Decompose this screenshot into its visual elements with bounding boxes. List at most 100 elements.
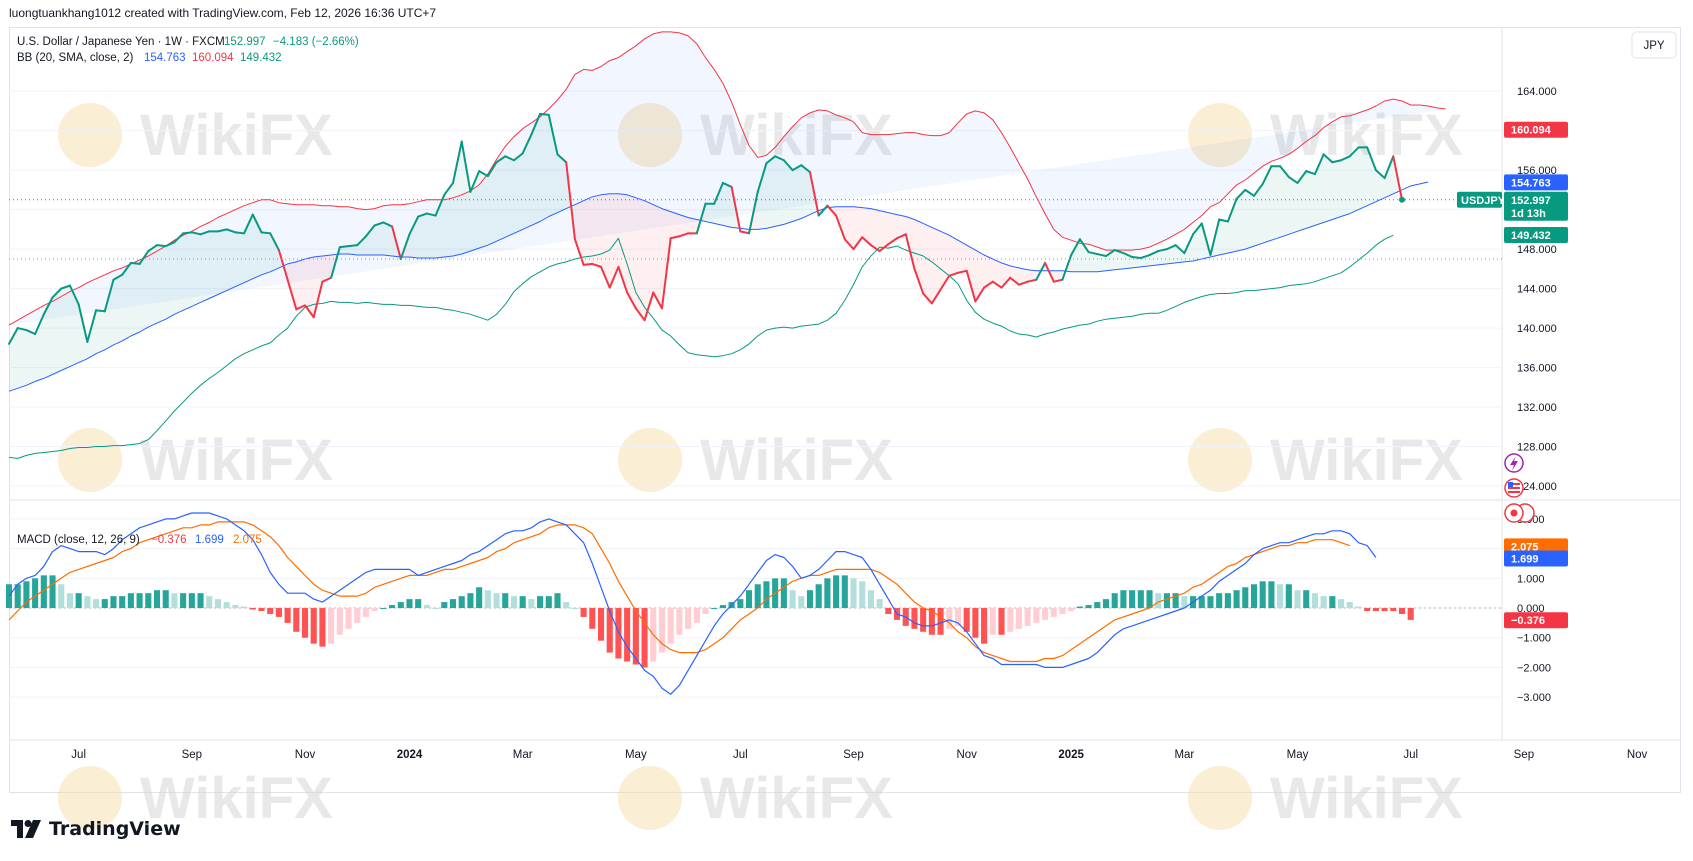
macd-histogram-bar: [606, 608, 613, 653]
price-line-segment: [1052, 278, 1064, 283]
macd-histogram-bar: [1007, 608, 1014, 632]
time-axis-tick: May: [625, 749, 647, 761]
macd-histogram-bar: [1329, 596, 1336, 609]
price-line-segment: [817, 204, 829, 217]
macd-histogram-bar: [780, 578, 787, 609]
price-basis-fill: [1010, 265, 1019, 285]
price-line-segment: [1348, 146, 1360, 158]
price-line-segment: [373, 221, 385, 227]
price-line-segment: [1322, 153, 1334, 164]
currency-button[interactable]: [1631, 31, 1677, 59]
price-basis-fill: [487, 162, 497, 246]
macd-histogram-bar: [850, 578, 857, 609]
price-line-segment: [86, 309, 98, 343]
bb-upper-line: [8, 31, 1446, 326]
price-line-segment: [512, 152, 524, 162]
macd-histogram-bar: [1242, 587, 1249, 609]
macd-histogram-bar: [275, 608, 282, 617]
macd-histogram-bar: [658, 608, 666, 653]
time-axis-tick: 2025: [1058, 749, 1084, 761]
macd-signal-tag: [1504, 538, 1568, 555]
macd-histogram-bar: [328, 608, 335, 644]
price-basis-fill: [209, 231, 218, 299]
macd-histogram-bar: [1355, 606, 1362, 609]
price-line-segment: [382, 221, 394, 228]
price-line-segment: [808, 171, 820, 217]
macd-histogram-bar: [319, 608, 326, 647]
macd-histogram-bar: [476, 587, 483, 609]
macd-histogram-bar: [101, 599, 108, 609]
price-basis-fill: [200, 231, 210, 303]
macd-histogram-bar: [415, 599, 422, 609]
price-basis-fill: [1367, 147, 1376, 206]
price-basis-fill: [130, 262, 140, 336]
price-line-segment: [504, 155, 515, 162]
price-line-segment: [643, 291, 655, 322]
price-line-segment: [626, 291, 637, 310]
macd-histogram-bar: [380, 608, 387, 610]
price-axis-tick: 124.000: [1517, 481, 1557, 493]
price-line-segment: [556, 153, 568, 164]
price-basis-fill: [244, 214, 253, 283]
chart-frame: [9, 27, 1681, 793]
bb-lower-tag-text: 149.432: [1511, 230, 1551, 242]
price-line-segment: [417, 212, 428, 218]
price-line-segment: [634, 307, 646, 322]
macd-histogram-bar: [197, 593, 204, 609]
price-line-segment: [1174, 244, 1186, 255]
price-basis-fill: [235, 232, 245, 287]
watermark-badge-icon: [58, 428, 122, 492]
macd-histogram-bar: [153, 590, 161, 609]
price-basis-fill: [191, 232, 201, 307]
japan-flag-icon[interactable]: [1504, 503, 1535, 523]
price-basis-fill: [1114, 250, 1124, 270]
tradingview-brand-text: TradingView: [49, 818, 181, 840]
watermark-text: WikiFX: [140, 766, 333, 831]
y-axis-labels[interactable]: 124.000 128.000 132.000 136.000 140.000 144.0…: [1517, 86, 1557, 704]
watermark-badge-icon: [58, 766, 122, 830]
price-basis-fill: [52, 288, 62, 375]
price-lines: [8, 31, 1502, 459]
macd-histogram: [5, 575, 1414, 668]
macd-histogram-bar: [1381, 608, 1388, 611]
price-basis-fill: [1253, 183, 1263, 247]
price-basis-fill: [374, 222, 384, 256]
watermark-badge-icon: [618, 103, 682, 167]
price-line-segment: [1200, 222, 1212, 257]
macd-histogram-bar: [841, 575, 848, 609]
lightning-icon[interactable]: [1504, 453, 1524, 473]
macd-histogram-bar: [84, 596, 91, 609]
us-flag-icon[interactable]: [1504, 478, 1524, 498]
price-line-segment: [721, 181, 733, 188]
macd-histogram-bar: [876, 599, 883, 609]
price-line-segment: [495, 155, 507, 164]
price-basis-fill: [992, 258, 1002, 288]
price-basis-fill: [305, 257, 314, 318]
price-basis-fill: [897, 214, 906, 239]
macd-histogram-bar: [685, 608, 692, 629]
macd-histogram-bar: [58, 584, 65, 609]
bb-basis-tag-text: 154.763: [1511, 177, 1551, 189]
price-basis-fill: [870, 208, 880, 252]
price-basis-fill: [1297, 171, 1307, 232]
price-line-segment: [800, 164, 811, 174]
time-axis-tick: Sep: [182, 749, 202, 761]
price-line-segment: [600, 265, 611, 289]
watermark-badge-icon: [618, 428, 682, 492]
price-line-segment: [573, 238, 585, 266]
price-line-segment: [1226, 197, 1238, 223]
tradingview-logo[interactable]: TradingView: [11, 818, 181, 840]
price-line-segment: [1165, 244, 1177, 251]
price-line-segment: [434, 193, 446, 217]
price-basis-fill: [1158, 249, 1167, 265]
macd-histogram-bar: [284, 608, 291, 623]
x-axis-labels[interactable]: Jul Sep Nov 2024 Mar May Jul Sep Nov 2025 Mar May Ju…: [71, 749, 1693, 761]
price-line-segment: [843, 238, 855, 251]
macd-histogram-bar: [458, 596, 465, 609]
price-line-segment: [913, 267, 925, 295]
price-basis-fill: [601, 193, 610, 288]
price-line-segment: [1209, 218, 1221, 257]
macd-histogram-bar: [1259, 581, 1266, 609]
price-basis-fill: [1088, 252, 1098, 272]
